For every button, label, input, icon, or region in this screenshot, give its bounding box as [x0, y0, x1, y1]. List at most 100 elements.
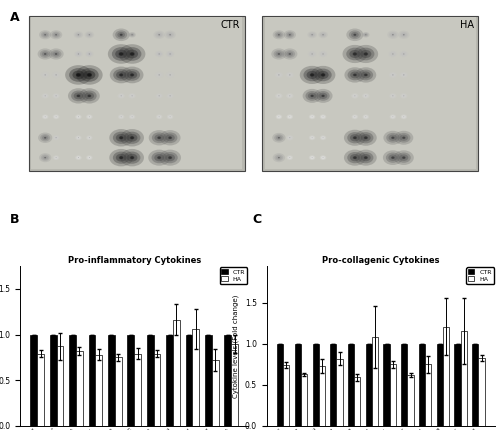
Circle shape — [79, 88, 100, 104]
Circle shape — [300, 66, 324, 84]
Circle shape — [403, 95, 404, 96]
Circle shape — [320, 73, 326, 77]
Circle shape — [312, 34, 313, 35]
Circle shape — [402, 156, 406, 159]
Circle shape — [50, 30, 62, 39]
Circle shape — [44, 95, 46, 96]
Circle shape — [348, 70, 362, 80]
Circle shape — [130, 33, 135, 37]
Circle shape — [154, 31, 165, 39]
Circle shape — [124, 132, 140, 144]
Bar — [408, 375, 414, 426]
Circle shape — [56, 157, 57, 158]
Circle shape — [322, 157, 324, 159]
Circle shape — [286, 135, 294, 141]
Circle shape — [55, 34, 57, 35]
Bar — [262, 15, 478, 171]
Circle shape — [402, 157, 406, 159]
Circle shape — [159, 150, 181, 166]
Circle shape — [158, 74, 161, 77]
Circle shape — [118, 52, 124, 56]
Circle shape — [309, 52, 315, 56]
Circle shape — [289, 137, 290, 138]
Circle shape — [86, 52, 92, 56]
Circle shape — [87, 33, 92, 37]
Circle shape — [354, 116, 356, 118]
Circle shape — [321, 52, 325, 55]
Circle shape — [351, 32, 358, 37]
Circle shape — [168, 157, 172, 159]
Circle shape — [310, 73, 314, 77]
Circle shape — [347, 152, 362, 163]
Circle shape — [157, 136, 162, 139]
Circle shape — [167, 114, 173, 119]
Circle shape — [167, 52, 173, 56]
Bar — [212, 360, 218, 426]
Circle shape — [304, 68, 321, 81]
Circle shape — [321, 33, 325, 37]
Circle shape — [310, 157, 314, 159]
Circle shape — [287, 73, 293, 77]
Circle shape — [110, 149, 133, 166]
Bar — [56, 347, 64, 426]
Circle shape — [130, 74, 134, 76]
Circle shape — [302, 89, 322, 103]
Circle shape — [87, 115, 92, 119]
Circle shape — [314, 68, 332, 81]
Circle shape — [113, 151, 130, 164]
Circle shape — [154, 134, 164, 141]
Circle shape — [309, 32, 316, 37]
Legend: CTR, HA: CTR, HA — [466, 267, 494, 284]
Circle shape — [48, 49, 64, 60]
Circle shape — [44, 53, 46, 55]
Bar — [401, 344, 407, 426]
Title: Pro-collagenic Cytokines: Pro-collagenic Cytokines — [322, 256, 440, 265]
Circle shape — [360, 50, 372, 58]
Bar — [472, 344, 478, 426]
Circle shape — [401, 94, 406, 98]
Circle shape — [156, 93, 163, 98]
Circle shape — [274, 154, 283, 161]
Circle shape — [401, 52, 407, 56]
Circle shape — [169, 34, 171, 35]
Circle shape — [169, 34, 171, 36]
Circle shape — [388, 154, 398, 161]
Circle shape — [274, 31, 283, 38]
Circle shape — [42, 135, 48, 140]
Circle shape — [388, 135, 397, 141]
Circle shape — [347, 132, 362, 143]
Circle shape — [155, 51, 164, 57]
Circle shape — [157, 156, 162, 159]
Circle shape — [403, 74, 404, 76]
Circle shape — [130, 73, 134, 77]
Circle shape — [112, 47, 130, 61]
Circle shape — [386, 133, 400, 143]
Circle shape — [88, 53, 90, 55]
Circle shape — [289, 74, 290, 75]
Circle shape — [310, 95, 314, 97]
Circle shape — [115, 49, 127, 58]
Circle shape — [364, 157, 368, 159]
Circle shape — [278, 34, 280, 35]
Circle shape — [310, 95, 314, 97]
Circle shape — [44, 137, 46, 138]
Circle shape — [392, 74, 394, 75]
Circle shape — [130, 116, 134, 118]
Circle shape — [130, 52, 134, 55]
Circle shape — [357, 48, 374, 60]
Circle shape — [362, 114, 369, 119]
Circle shape — [120, 95, 122, 96]
Circle shape — [123, 47, 142, 61]
Circle shape — [44, 95, 47, 97]
Circle shape — [53, 114, 60, 119]
Circle shape — [55, 34, 58, 36]
Circle shape — [158, 95, 161, 97]
Circle shape — [132, 34, 133, 35]
Circle shape — [166, 32, 174, 38]
Bar — [96, 355, 102, 426]
Circle shape — [82, 90, 96, 101]
Circle shape — [152, 132, 166, 143]
Circle shape — [168, 156, 172, 159]
Circle shape — [309, 155, 316, 160]
Circle shape — [120, 129, 144, 147]
